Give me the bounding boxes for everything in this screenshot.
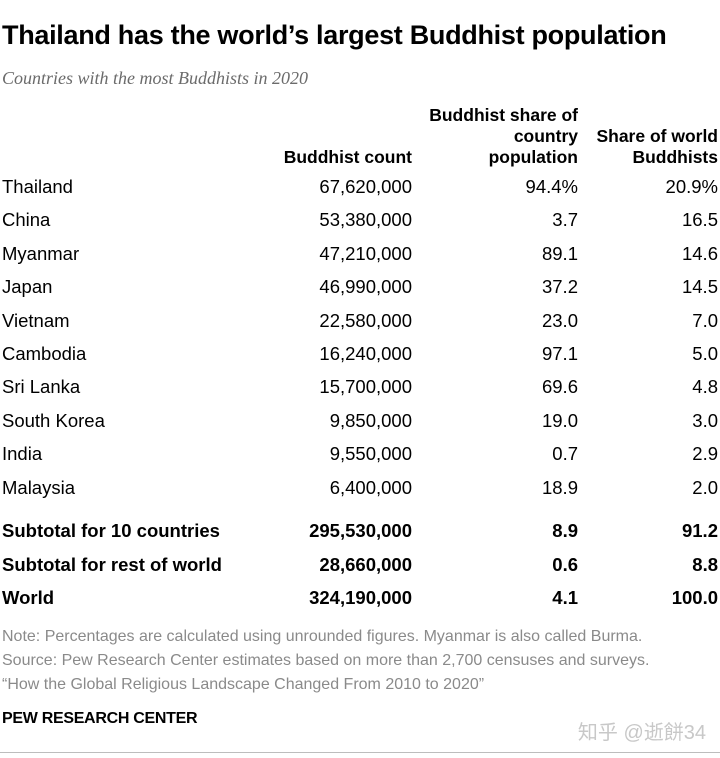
total-row: World 324,190,000 4.1 100.0 <box>0 587 720 613</box>
buddhist-count-cell: 28,660,000 <box>319 554 412 575</box>
share-of-country-cell: 89.1 <box>541 243 578 264</box>
total-row: Subtotal for rest of world 28,660,000 0.6 8… <box>0 554 720 580</box>
share-of-world-cell: 5.0 <box>692 343 718 364</box>
source-text: Source: Pew Research Center estimates ba… <box>2 652 650 669</box>
table-row: Sri Lanka 15,700,000 69.6 4.8 <box>0 376 720 402</box>
buddhist-count-cell: 9,850,000 <box>329 410 412 431</box>
country-cell: Cambodia <box>2 343 87 364</box>
table-row: India 9,550,000 0.7 2.9 <box>0 443 720 469</box>
country-cell: Sri Lanka <box>2 376 81 397</box>
share-of-country-cell: 37.2 <box>541 276 578 297</box>
share-of-world-cell: 2.0 <box>692 477 718 498</box>
buddhist-count-cell: 22,580,000 <box>319 310 412 331</box>
table-row: South Korea 9,850,000 19.0 3.0 <box>0 410 720 436</box>
watermark: 知乎 @逝餅34 <box>577 722 706 744</box>
country-cell: Subtotal for rest of world <box>2 554 222 575</box>
share-of-country-cell: 19.0 <box>541 410 578 431</box>
share-of-country-cell: 3.7 <box>552 209 578 230</box>
table-row: Malaysia 6,400,000 18.9 2.0 <box>0 477 720 503</box>
share-of-country-cell: 0.7 <box>552 443 578 464</box>
table-row: Vietnam 22,580,000 23.0 7.0 <box>0 310 720 336</box>
buddhist-count-cell: 324,190,000 <box>309 587 412 608</box>
header-share-of-country-line3: population <box>488 147 578 167</box>
share-of-world-cell: 8.8 <box>692 554 718 575</box>
country-cell: World <box>2 587 55 608</box>
table-row: Thailand 67,620,000 94.4% 20.9% <box>0 176 720 202</box>
table-row: Cambodia 16,240,000 97.1 5.0 <box>0 343 720 369</box>
share-of-country-cell: 23.0 <box>541 310 578 331</box>
header-buddhist-count: Buddhist count <box>284 147 412 168</box>
share-of-world-cell: 20.9% <box>665 176 718 197</box>
buddhist-count-cell: 53,380,000 <box>319 209 412 230</box>
header-buddhist-count-label: Buddhist count <box>283 147 412 167</box>
org-name: PEW RESEARCH CENTER <box>2 710 198 727</box>
share-of-country-cell: 8.9 <box>552 520 578 541</box>
buddhist-count-cell: 15,700,000 <box>319 376 412 397</box>
share-of-country-cell: 69.6 <box>541 376 578 397</box>
share-of-world-cell: 14.5 <box>681 276 718 297</box>
share-of-country-cell: 97.1 <box>541 343 578 364</box>
table-row: China 53,380,000 3.7 16.5 <box>0 209 720 235</box>
share-of-world-cell: 4.8 <box>692 376 718 397</box>
country-cell: Subtotal for 10 countries <box>2 520 220 541</box>
header-share-of-country-line1: Buddhist share of <box>429 105 578 125</box>
share-of-country-cell: 4.1 <box>552 587 578 608</box>
share-of-world-cell: 91.2 <box>681 520 718 541</box>
header-share-of-country-line2: country <box>513 126 578 146</box>
buddhist-count-cell: 16,240,000 <box>319 343 412 364</box>
country-cell: Myanmar <box>2 243 80 264</box>
chart-title: Thailand has the world’s largest Buddhis… <box>2 20 667 50</box>
share-of-country-cell: 94.4% <box>525 176 578 197</box>
header-share-of-country: Buddhist share of country population <box>429 105 578 168</box>
country-cell: India <box>2 443 43 464</box>
table-row: Myanmar 47,210,000 89.1 14.6 <box>0 243 720 269</box>
table-row: Japan 46,990,000 37.2 14.5 <box>0 276 720 302</box>
header-share-of-world-line1: Share of world <box>596 126 718 146</box>
share-of-world-cell: 100.0 <box>671 587 718 608</box>
country-cell: Vietnam <box>2 310 70 331</box>
buddhist-count-cell: 9,550,000 <box>329 443 412 464</box>
header-share-of-world: Share of world Buddhists <box>596 126 718 168</box>
share-of-country-cell: 18.9 <box>541 477 578 498</box>
share-of-world-cell: 3.0 <box>692 410 718 431</box>
report-title: “How the Global Religious Landscape Chan… <box>2 676 485 693</box>
share-of-world-cell: 7.0 <box>692 310 718 331</box>
country-cell: Malaysia <box>2 477 75 498</box>
country-cell: Thailand <box>2 176 73 197</box>
buddhist-count-cell: 46,990,000 <box>319 276 412 297</box>
buddhist-count-cell: 295,530,000 <box>309 520 412 541</box>
country-cell: China <box>2 209 51 230</box>
country-cell: South Korea <box>2 410 105 431</box>
country-cell: Japan <box>2 276 53 297</box>
share-of-world-cell: 16.5 <box>681 209 718 230</box>
share-of-world-cell: 14.6 <box>681 243 718 264</box>
buddhist-count-cell: 47,210,000 <box>319 243 412 264</box>
note-text: Note: Percentages are calculated using u… <box>2 628 643 645</box>
share-of-world-cell: 2.9 <box>692 443 718 464</box>
header-share-of-world-line2: Buddhists <box>632 147 718 167</box>
total-row: Subtotal for 10 countries 295,530,000 8.9 9… <box>0 520 720 546</box>
share-of-country-cell: 0.6 <box>552 554 578 575</box>
bottom-divider <box>0 752 720 753</box>
buddhist-count-cell: 6,400,000 <box>329 477 412 498</box>
buddhist-count-cell: 67,620,000 <box>319 176 412 197</box>
chart-subtitle: Countries with the most Buddhists in 202… <box>2 68 309 88</box>
